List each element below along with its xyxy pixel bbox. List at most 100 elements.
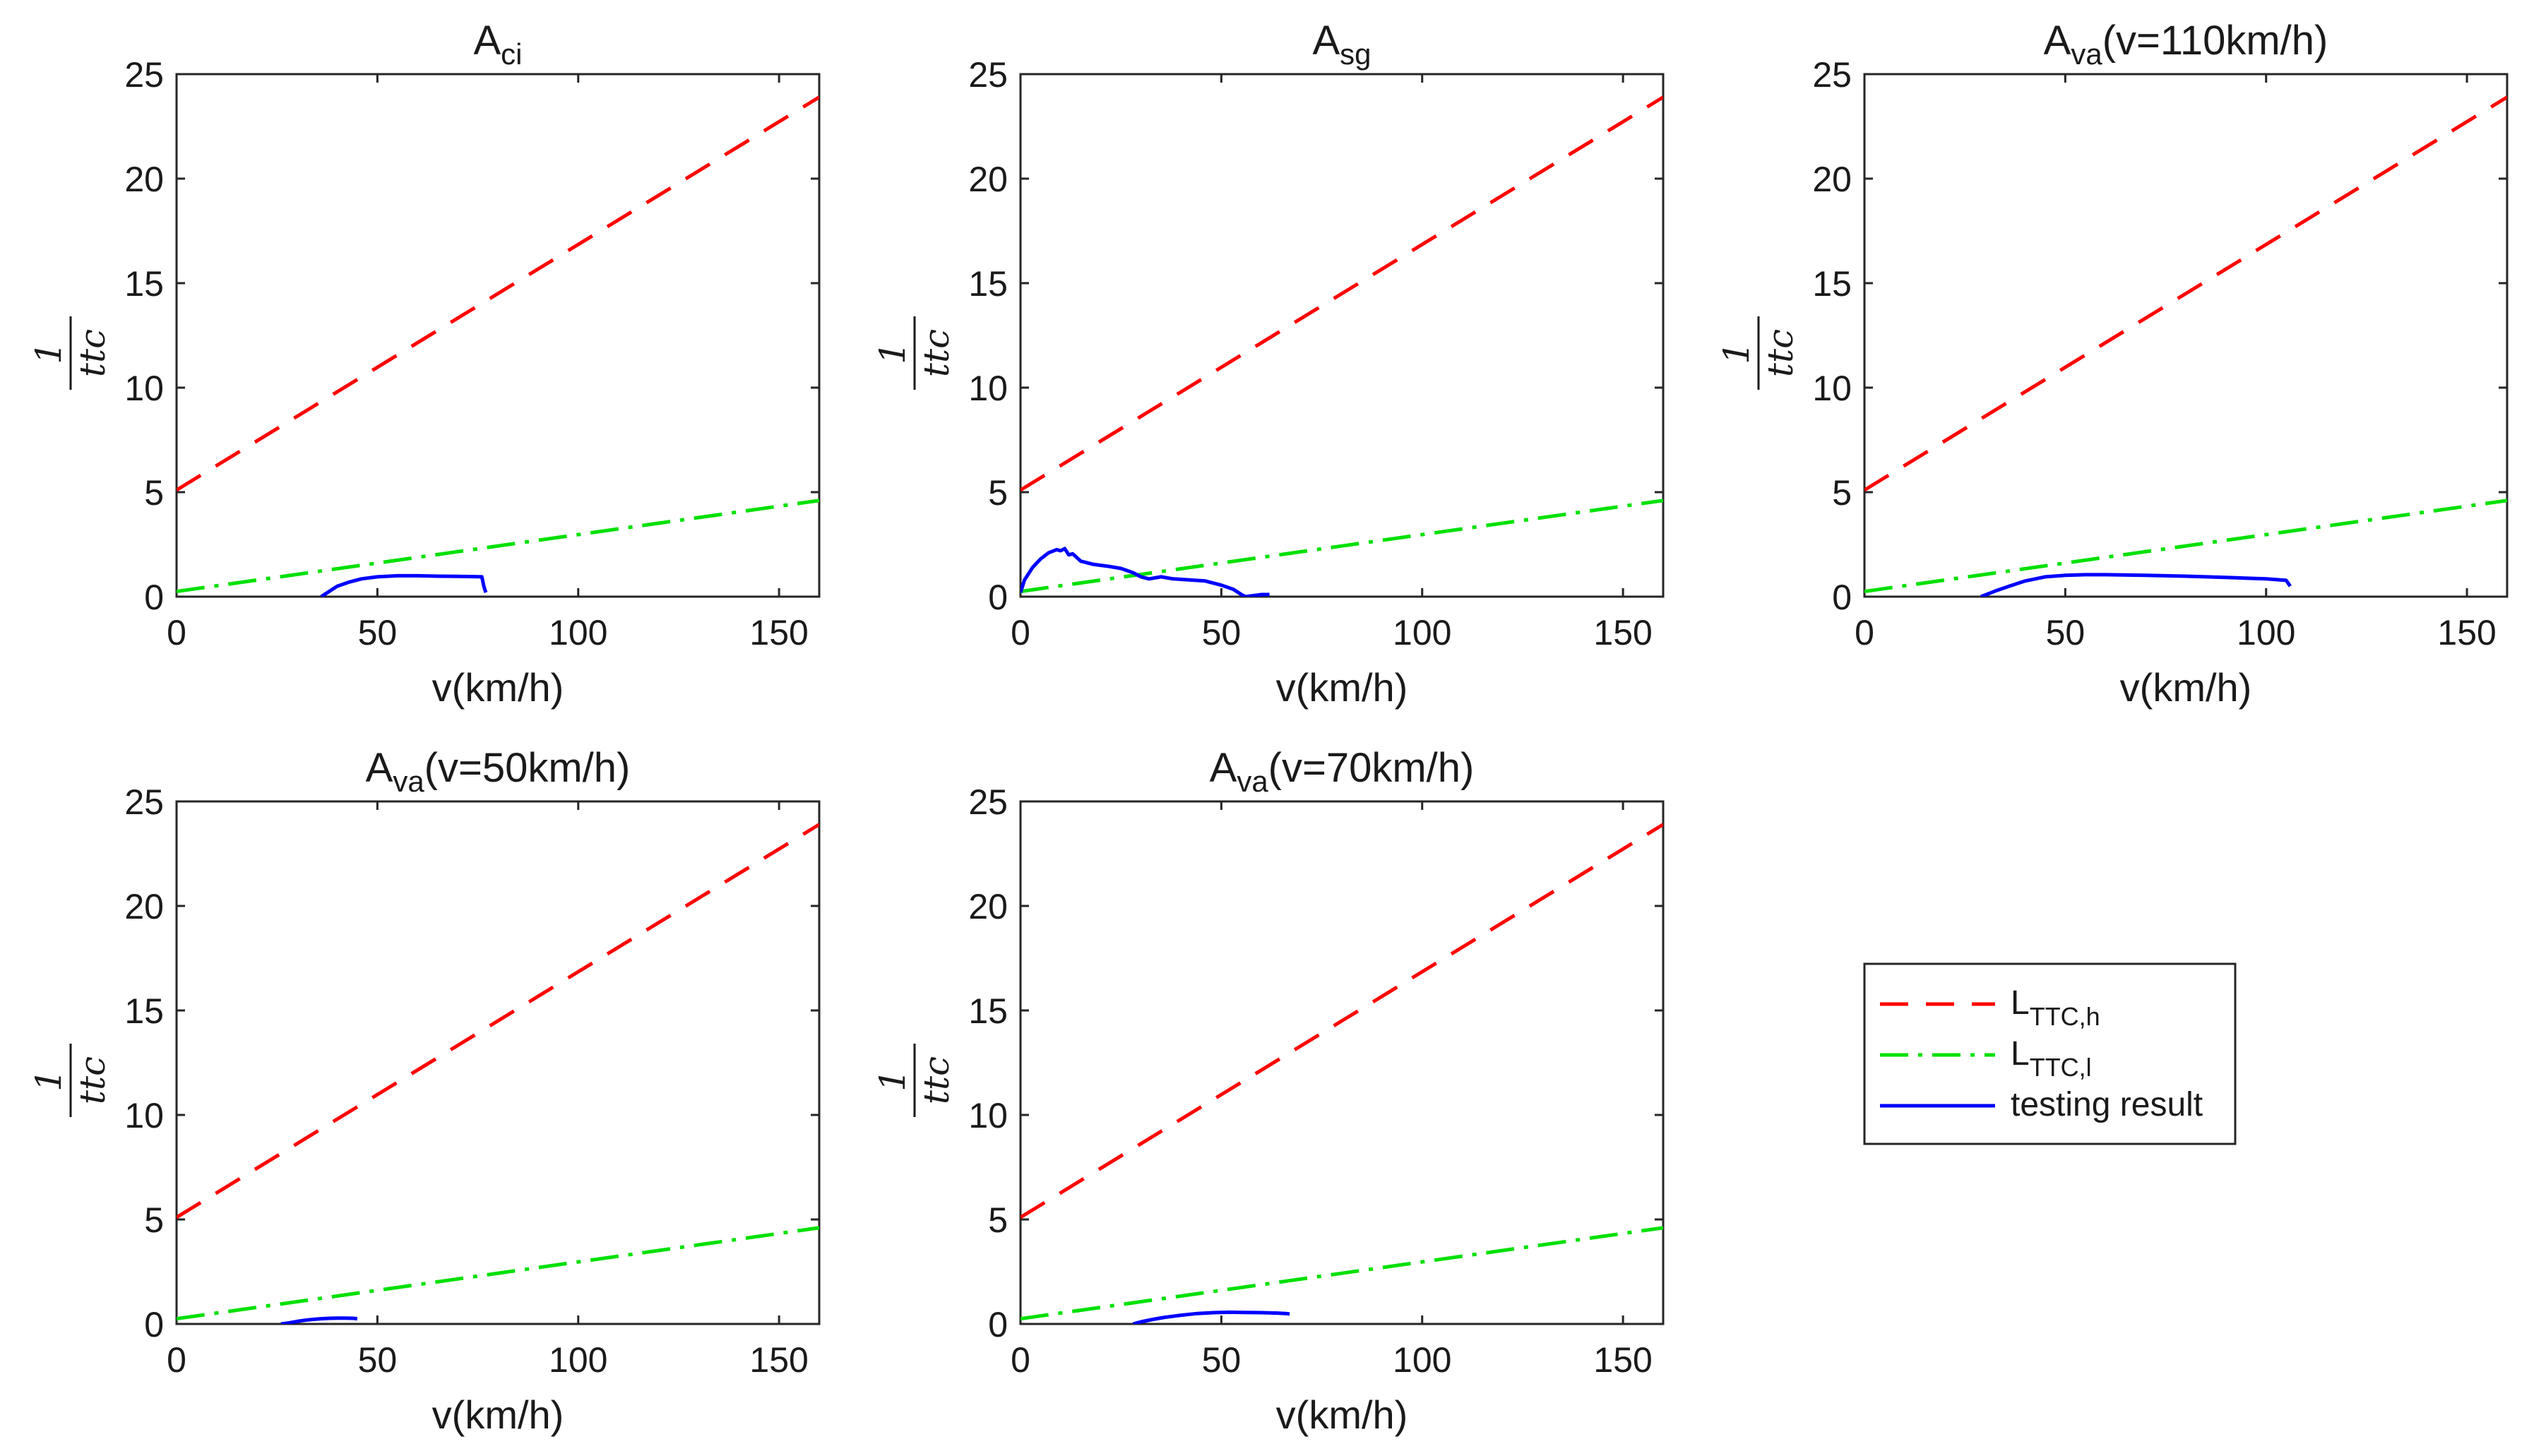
- x-tick-label: 100: [2237, 613, 2295, 652]
- plot-area: [175, 800, 821, 1325]
- title-subscript: va: [393, 765, 424, 798]
- y-tick-label: 20: [1812, 160, 1852, 199]
- legend-label: testing result: [2011, 1086, 2203, 1123]
- title-subscript: sg: [1340, 37, 1371, 71]
- y-tick-label: 0: [1832, 578, 1852, 617]
- subplot-title: Ava(v=50km/h): [366, 745, 631, 798]
- x-tick-label: 50: [358, 613, 398, 652]
- x-tick-label: 0: [1855, 613, 1874, 652]
- series-line-dashed: [1020, 95, 1663, 492]
- y-tick-label: 15: [1812, 264, 1852, 304]
- series-line-dashdot: [1020, 499, 1663, 594]
- y-tick-label: 10: [968, 1096, 1008, 1135]
- legend-box: [1863, 962, 2237, 1145]
- legend-entry: LTTC,l: [2011, 1035, 2092, 1082]
- title-suffix: (v=70km/h): [1268, 745, 1475, 791]
- y-tick-label: 20: [124, 160, 164, 199]
- series-line-dashed: [177, 823, 819, 1219]
- x-tick-label: 0: [167, 613, 186, 652]
- y-tick-label: 0: [988, 578, 1008, 617]
- series-line-dashdot: [1020, 1226, 1663, 1321]
- x-axis-label: v(km/h): [432, 665, 564, 710]
- series-line-solid: [1980, 573, 2292, 597]
- y-axis-label: 1 ttc: [872, 316, 957, 390]
- y-tick-label: 15: [968, 991, 1008, 1031]
- plot-area: [1019, 800, 1665, 1325]
- title-subscript: ci: [501, 37, 522, 71]
- series-line-solid: [1020, 547, 1270, 597]
- series-line-solid: [1132, 1310, 1290, 1324]
- plot-area: [1863, 73, 2509, 598]
- series-line-dashdot: [177, 499, 819, 594]
- subplot-3: 0 50 100 150 0 5 10 15 20 25 v(km/h) 1 ttc Ava(v=110k…: [1716, 18, 2509, 710]
- y-tick-label: 10: [124, 369, 164, 408]
- x-tick-label: 0: [1011, 1340, 1030, 1380]
- series-line-solid: [320, 573, 488, 597]
- y-axis-label: 1 ttc: [1716, 316, 1801, 390]
- y-tick-label: 5: [988, 1200, 1008, 1240]
- legend-entry: testing result: [2011, 1086, 2203, 1123]
- y-tick-label: 10: [124, 1096, 164, 1135]
- title-base: A: [366, 745, 393, 791]
- y-tick-label: 5: [144, 473, 164, 513]
- y-tick-label: 25: [1812, 55, 1852, 95]
- y-tick-label: 20: [968, 887, 1008, 926]
- x-tick-label: 100: [1393, 613, 1451, 652]
- title-base: A: [1210, 745, 1237, 791]
- legend-subscript: TTC,h: [2030, 1002, 2100, 1031]
- x-tick-label: 0: [167, 1340, 186, 1380]
- x-tick-label: 0: [1011, 613, 1030, 652]
- y-tick-label: 15: [968, 264, 1008, 304]
- title-base: A: [1312, 18, 1340, 64]
- series-line-dashdot: [1864, 499, 2507, 594]
- y-label-numerator: 1: [28, 342, 69, 364]
- x-tick-label: 50: [2046, 613, 2085, 652]
- series-line-dashed: [177, 95, 819, 492]
- y-tick-label: 5: [988, 473, 1008, 513]
- legend-entry: LTTC,h: [2011, 984, 2100, 1031]
- x-tick-label: 150: [749, 613, 808, 652]
- y-label-numerator: 1: [1716, 342, 1757, 364]
- series-line-solid: [280, 1316, 358, 1324]
- y-tick-label: 5: [1832, 473, 1852, 513]
- subplot-4: 0 50 100 150 0 5 10 15 20 25 v(km/h) 1 ttc Ava(v=50km…: [28, 745, 821, 1437]
- y-axis-label: 1 ttc: [28, 1044, 113, 1117]
- x-tick-label: 50: [358, 1340, 398, 1380]
- subplot-title: Aci: [473, 18, 522, 71]
- x-tick-label: 150: [1593, 1340, 1652, 1380]
- x-tick-label: 150: [749, 1340, 808, 1380]
- y-tick-label: 0: [988, 1305, 1008, 1344]
- title-suffix: (v=50km/h): [424, 745, 631, 791]
- y-label-denominator: ttc: [1760, 329, 1801, 377]
- y-label-numerator: 1: [28, 1069, 69, 1092]
- x-axis-label: v(km/h): [1276, 665, 1408, 710]
- y-label-denominator: ttc: [916, 329, 957, 377]
- series-line-dashed: [1020, 823, 1663, 1219]
- subplot-title: Ava(v=110km/h): [2044, 18, 2328, 71]
- y-label-numerator: 1: [872, 1069, 913, 1092]
- plot-area: [175, 73, 821, 598]
- y-tick-label: 15: [124, 264, 164, 304]
- y-label-denominator: ttc: [72, 329, 113, 377]
- y-tick-label: 5: [144, 1200, 164, 1240]
- y-tick-label: 0: [144, 578, 164, 617]
- x-tick-label: 50: [1202, 1340, 1242, 1380]
- plot-area: [1019, 73, 1665, 598]
- y-tick-label: 10: [1812, 369, 1852, 408]
- title-subscript: va: [2071, 37, 2102, 71]
- y-tick-label: 25: [968, 55, 1008, 95]
- y-tick-label: 10: [968, 369, 1008, 408]
- y-label-numerator: 1: [872, 342, 913, 364]
- subplot-1: 0 50 100 150 0 5 10 15 20 25 v(km/h) 1 ttc Aci: [28, 18, 821, 710]
- legend-label: L: [2011, 984, 2030, 1022]
- y-tick-label: 20: [968, 160, 1008, 199]
- title-base: A: [2044, 18, 2071, 64]
- y-tick-label: 25: [968, 782, 1008, 822]
- x-tick-label: 150: [1593, 613, 1652, 652]
- subplot-title: Ava(v=70km/h): [1210, 745, 1475, 798]
- x-tick-label: 100: [549, 613, 607, 652]
- x-tick-label: 100: [549, 1340, 607, 1380]
